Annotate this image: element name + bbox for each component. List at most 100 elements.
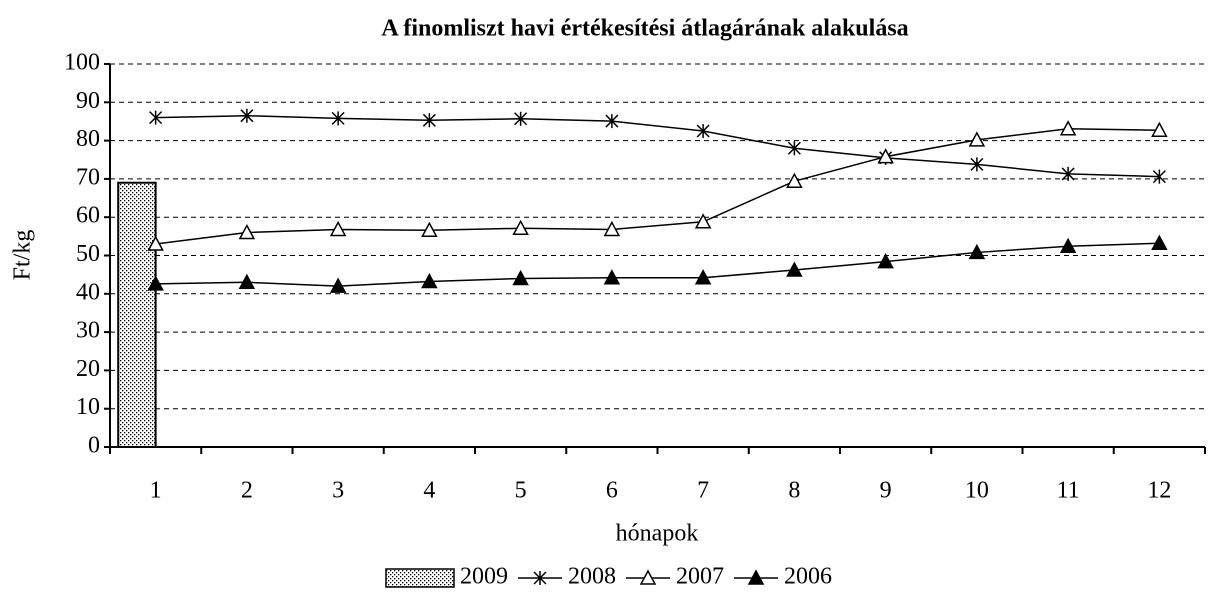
marker-shape <box>877 148 894 164</box>
marker-shape <box>694 269 712 285</box>
y-tick-label: 60 <box>76 203 100 229</box>
marker <box>696 124 710 139</box>
marker-shape <box>1059 120 1077 136</box>
y-tick-label: 80 <box>76 126 100 152</box>
marker-shape <box>147 235 164 251</box>
y-tick-label: 70 <box>76 164 100 190</box>
marker <box>1059 120 1077 136</box>
marker <box>422 113 436 128</box>
x-tick-label: 2 <box>241 478 253 504</box>
marker-shape <box>970 157 984 172</box>
marker-shape <box>512 269 529 286</box>
y-axis-label: Ft/kg <box>10 230 36 281</box>
marker <box>747 569 765 585</box>
marker <box>1061 166 1075 181</box>
marker-shape <box>968 243 986 260</box>
marker <box>694 213 712 229</box>
x-tick-label: 4 <box>423 478 435 504</box>
line <box>155 127 1160 245</box>
marker <box>1151 121 1168 138</box>
marker <box>329 220 347 237</box>
x-tick-label: 7 <box>697 478 709 504</box>
marker-shape <box>514 111 528 126</box>
marker <box>240 108 254 123</box>
marker-shape <box>1061 166 1075 181</box>
y-tick-label: 30 <box>76 318 100 344</box>
legend-label: 2006 <box>784 564 832 590</box>
marker <box>786 261 803 277</box>
marker-shape <box>696 124 710 139</box>
marker-shape <box>238 273 256 290</box>
marker-shape <box>786 172 803 188</box>
marker <box>331 111 345 126</box>
line <box>155 114 1160 178</box>
legend-label: 2007 <box>676 564 724 590</box>
legend-label: 2008 <box>568 564 616 590</box>
marker-shape <box>149 110 163 125</box>
x-tick-label: 5 <box>515 478 527 504</box>
y-tick-label: 10 <box>76 394 100 420</box>
y-tick-label: 40 <box>76 279 100 305</box>
y-tick-label: 90 <box>76 88 100 114</box>
marker-shape <box>240 108 254 123</box>
marker <box>968 131 986 147</box>
marker-shape <box>605 114 619 129</box>
marker <box>968 243 986 260</box>
marker-shape <box>331 111 345 126</box>
marker-shape <box>422 113 436 128</box>
marker <box>603 220 621 237</box>
marker-shape <box>694 213 712 229</box>
marker <box>512 219 529 236</box>
marker <box>533 571 547 585</box>
marker-shape <box>877 253 894 269</box>
marker <box>147 235 164 251</box>
marker-shape <box>787 141 801 156</box>
marker <box>694 269 712 285</box>
marker <box>514 111 528 126</box>
marker <box>787 141 801 156</box>
y-tick-label: 0 <box>88 433 100 459</box>
marker-shape <box>421 221 438 237</box>
marker <box>512 269 529 286</box>
x-tick-label: 9 <box>880 478 892 504</box>
marker <box>877 253 894 269</box>
marker <box>1151 234 1168 250</box>
marker-shape <box>147 275 164 291</box>
marker <box>421 272 438 289</box>
marker-shape <box>1151 234 1168 250</box>
x-tick-label: 10 <box>965 478 989 504</box>
marker-shape <box>968 131 986 147</box>
bar <box>117 181 157 448</box>
marker <box>970 157 984 172</box>
marker <box>149 110 163 125</box>
marker-shape <box>747 569 765 585</box>
marker <box>421 221 438 237</box>
marker-shape <box>1151 121 1168 138</box>
marker-shape <box>603 269 621 285</box>
marker-shape <box>1059 237 1077 254</box>
marker-shape <box>421 272 438 289</box>
x-tick-label: 1 <box>150 478 162 504</box>
marker-shape <box>1152 169 1166 184</box>
marker-shape <box>329 277 347 293</box>
marker-shape <box>329 220 347 237</box>
y-tick-label: 20 <box>76 356 100 382</box>
marker-shape <box>533 571 547 585</box>
marker <box>147 275 164 291</box>
marker <box>238 223 256 240</box>
marker <box>603 269 621 285</box>
marker <box>877 148 894 164</box>
marker-shape <box>786 261 803 277</box>
x-tick-label: 3 <box>332 478 344 504</box>
legend-label: 2009 <box>460 564 508 590</box>
marker-shape <box>238 223 256 240</box>
x-tick-label: 8 <box>788 478 800 504</box>
x-axis-label: hónapok <box>616 521 699 547</box>
marker <box>329 277 347 293</box>
x-tick-label: 6 <box>606 478 618 504</box>
legend-swatch <box>385 568 455 588</box>
marker <box>605 114 619 129</box>
x-tick-label: 12 <box>1147 478 1171 504</box>
marker <box>786 172 803 188</box>
y-tick-label: 100 <box>64 50 100 76</box>
